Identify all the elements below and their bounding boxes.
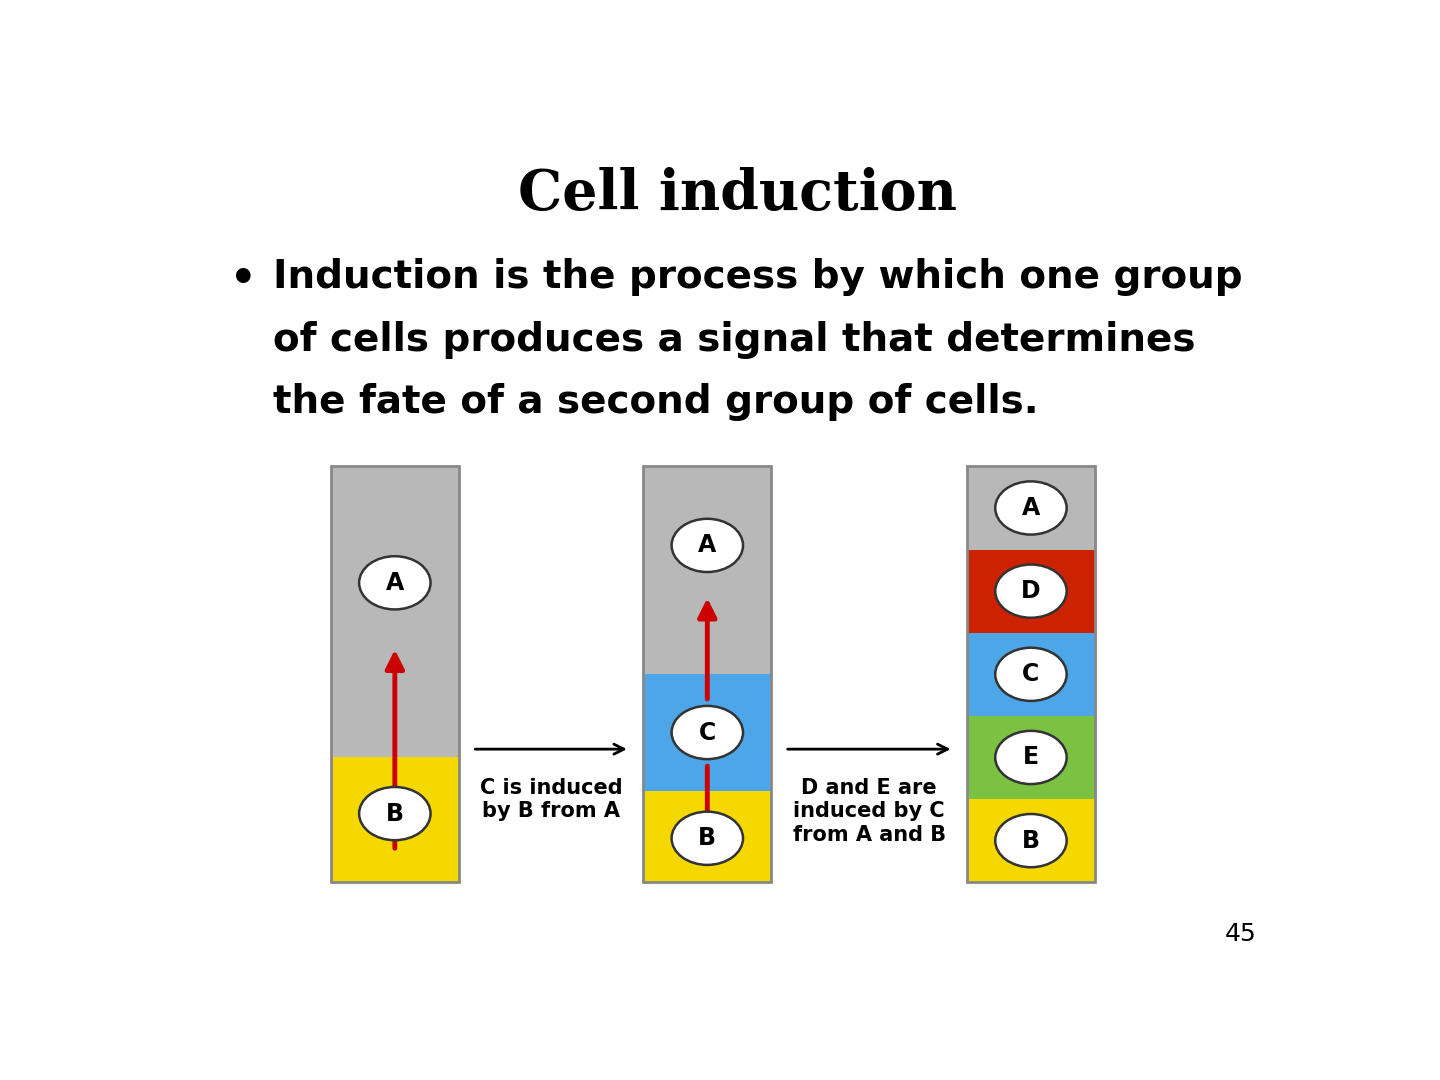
Text: C: C bbox=[1022, 662, 1040, 686]
Bar bbox=[966, 799, 1094, 882]
Bar bbox=[644, 674, 772, 791]
Text: Induction is the process by which one group: Induction is the process by which one gr… bbox=[272, 258, 1243, 297]
Text: C: C bbox=[698, 720, 716, 744]
Bar bbox=[331, 467, 459, 882]
Text: B: B bbox=[698, 826, 716, 850]
Circle shape bbox=[671, 518, 743, 572]
Circle shape bbox=[995, 565, 1067, 618]
Bar bbox=[331, 757, 459, 882]
Circle shape bbox=[995, 731, 1067, 784]
Text: •: • bbox=[230, 258, 256, 300]
Text: D and E are
induced by C
from A and B: D and E are induced by C from A and B bbox=[792, 779, 946, 845]
Circle shape bbox=[995, 648, 1067, 701]
Bar bbox=[331, 467, 459, 757]
Bar bbox=[966, 550, 1094, 633]
Bar bbox=[966, 716, 1094, 799]
Circle shape bbox=[995, 482, 1067, 535]
Text: · · · » » ∂ ∂ ∂ 🐣: · · · » » ∂ ∂ ∂ 🐣 bbox=[1195, 57, 1280, 71]
Text: A: A bbox=[698, 534, 717, 557]
Text: E: E bbox=[1022, 745, 1040, 769]
Circle shape bbox=[995, 814, 1067, 867]
Text: Cell induction: Cell induction bbox=[518, 167, 958, 222]
Text: C is induced
by B from A: C is induced by B from A bbox=[480, 779, 622, 822]
Text: A: A bbox=[1022, 496, 1040, 519]
Text: B: B bbox=[1022, 828, 1040, 852]
Circle shape bbox=[671, 706, 743, 759]
Bar bbox=[966, 467, 1094, 882]
Text: D: D bbox=[1021, 579, 1041, 603]
Bar bbox=[644, 467, 772, 882]
Circle shape bbox=[359, 787, 431, 840]
Bar bbox=[644, 467, 772, 674]
Text: B: B bbox=[386, 801, 403, 825]
Circle shape bbox=[671, 812, 743, 865]
Text: the fate of a second group of cells.: the fate of a second group of cells. bbox=[272, 383, 1038, 421]
Text: A: A bbox=[386, 571, 405, 595]
Bar bbox=[966, 633, 1094, 716]
Bar bbox=[966, 467, 1094, 550]
Circle shape bbox=[359, 556, 431, 609]
Text: 45: 45 bbox=[1225, 922, 1257, 946]
Text: of cells produces a signal that determines: of cells produces a signal that determin… bbox=[272, 321, 1195, 359]
Bar bbox=[644, 791, 772, 882]
